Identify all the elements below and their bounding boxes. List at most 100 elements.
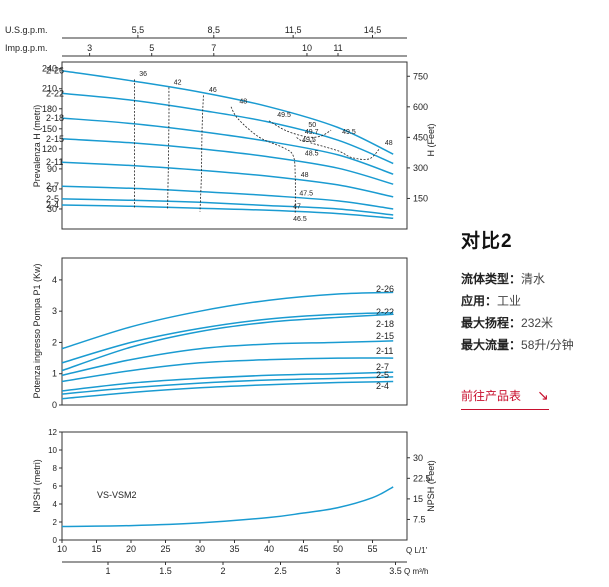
series-label-2-22: 2-22 <box>46 88 64 98</box>
x-tick-label: 40 <box>264 544 274 554</box>
top-axis-tick-label: 5 <box>149 43 154 53</box>
efficiency-label: 48.5 <box>305 151 319 158</box>
series-label-2-7: 2-7 <box>376 362 389 372</box>
curve-2-22 <box>61 92 394 165</box>
y-tick-label: 240 <box>42 64 57 74</box>
x2-tick-label: 2 <box>220 566 225 576</box>
y-tick-label: 90 <box>47 164 57 174</box>
x-axis-title: Q L/1' <box>406 546 428 555</box>
product-sheet-link[interactable]: 前往产品表 ↘ <box>461 387 549 410</box>
power-plot-frame <box>61 257 408 406</box>
curve-2-5 <box>61 376 394 395</box>
efficiency-label: 49.7 <box>305 129 319 136</box>
curve-2-22 <box>61 311 394 364</box>
y-tick-label: 4 <box>52 275 57 285</box>
top-axis-tick-label: 8,5 <box>208 25 221 35</box>
curve-VS-VSM2 <box>61 486 394 528</box>
x-tick-label: 10 <box>57 544 67 554</box>
x-tick-label: 25 <box>160 544 170 554</box>
y-right-tick-label: 600 <box>413 102 428 112</box>
arrow-down-right-icon: ↘ <box>537 387 549 403</box>
series-label-2-11: 2-11 <box>376 346 393 356</box>
series-label-2-5: 2-5 <box>46 194 59 204</box>
x2-tick-label: 3.5 <box>389 566 402 576</box>
y-tick-label: 6 <box>53 482 58 491</box>
top-axis-tick-label: 14,5 <box>364 25 382 35</box>
x-tick-label: 50 <box>333 544 343 554</box>
curve-2-7 <box>61 371 394 392</box>
y-right-tick-label: 450 <box>413 132 428 142</box>
curve-2-4 <box>61 380 394 400</box>
product-panel: 对比2 流体类型：清水 应用：工业 最大扬程：232米 最大流量：58升/分钟 … <box>459 226 604 410</box>
series-label-2-15: 2-15 <box>46 134 64 144</box>
head-plot-frame <box>61 61 408 230</box>
efficiency-label: 42 <box>174 80 182 87</box>
curve-2-7 <box>61 185 394 210</box>
head-y-axis-title: Prevalenza H (metri) <box>32 105 42 188</box>
spec-label: 最大扬程： <box>461 316 522 330</box>
spec-max-head: 最大扬程：232米 <box>461 315 604 331</box>
efficiency-label: 47 <box>293 203 301 210</box>
curve-2-18 <box>61 117 394 175</box>
efficiency-curve <box>296 137 314 143</box>
efficiency-label: 48 <box>239 98 247 105</box>
product-sheet-link-label: 前往产品表 <box>461 389 522 403</box>
efficiency-label: 49.5 <box>342 129 356 136</box>
series-label-2-7: 2-7 <box>46 181 59 191</box>
spec-label: 最大流量： <box>461 338 522 352</box>
curve-2-18 <box>61 313 394 372</box>
efficiency-curve <box>230 106 296 215</box>
series-label-2-11: 2-11 <box>46 157 63 167</box>
spec-label: 流体类型： <box>461 272 522 286</box>
curve-2-11 <box>61 357 394 383</box>
series-label-2-18: 2-18 <box>46 113 64 123</box>
npsh-plot-frame <box>61 431 408 541</box>
y-right-tick-label: 150 <box>413 193 428 203</box>
x-tick-label: 20 <box>126 544 136 554</box>
series-label-2-4: 2-4 <box>376 381 389 391</box>
spec-fluid-type: 流体类型：清水 <box>461 271 604 287</box>
y-tick-label: 0 <box>52 400 57 410</box>
y-tick-label: 8 <box>53 464 58 473</box>
y-right-tick-label: 22.5 <box>413 473 431 483</box>
npsh-y-axis-title: NPSH (metri) <box>32 459 42 513</box>
series-label-2-15: 2-15 <box>376 331 394 341</box>
efficiency-label: 36 <box>139 71 147 78</box>
y-tick-label: 12 <box>48 428 57 437</box>
y-tick-label: 0 <box>53 536 58 545</box>
y-right-tick-label: 300 <box>413 163 428 173</box>
efficiency-label: 48 <box>385 140 393 147</box>
top-axis-tick-label: 11 <box>333 43 342 53</box>
x2-tick-label: 1.5 <box>159 566 172 576</box>
y-tick-label: 2 <box>53 518 58 527</box>
efficiency-label: 47.5 <box>299 191 313 198</box>
y-tick-label: 3 <box>52 306 57 316</box>
us-gpm-axis-label: U.S.g.p.m. <box>5 25 48 35</box>
curve-2-15 <box>61 138 394 185</box>
y-right-tick-label: 750 <box>413 71 428 81</box>
npsh-y-axis-title-right: NPSH (Feet) <box>426 460 436 512</box>
x-tick-label: 15 <box>91 544 101 554</box>
series-label-2-5: 2-5 <box>376 370 389 380</box>
top-axis-tick-label: 7 <box>211 43 216 53</box>
y-tick-label: 10 <box>48 446 57 455</box>
y-tick-label: 1 <box>52 369 57 379</box>
series-label-2-26: 2-26 <box>376 284 394 294</box>
curve-2-5 <box>61 198 394 216</box>
curve-2-26 <box>61 69 394 155</box>
power-y-axis-title: Potenza ingresso Pompa P1 (Kw) <box>32 263 42 398</box>
efficiency-curve <box>199 95 204 212</box>
head-y-axis-title-right: H (Feet) <box>426 123 436 156</box>
panel-title: 对比2 <box>461 231 513 252</box>
head-chart: U.S.g.p.m. Imp.g.p.m. Prevalenza H (metr… <box>5 25 436 230</box>
efficiency-label: 49.5 <box>302 137 316 144</box>
x-tick-label: 45 <box>298 544 308 554</box>
y-tick-label: 150 <box>42 124 57 134</box>
y-tick-label: 210 <box>42 84 57 94</box>
curve-2-26 <box>61 291 394 350</box>
y-tick-label: 120 <box>42 144 57 154</box>
efficiency-label: 49.5 <box>277 112 291 119</box>
npsh-series-annotation: VS-VSM2 <box>97 490 137 500</box>
spec-label: 应用： <box>461 294 498 308</box>
